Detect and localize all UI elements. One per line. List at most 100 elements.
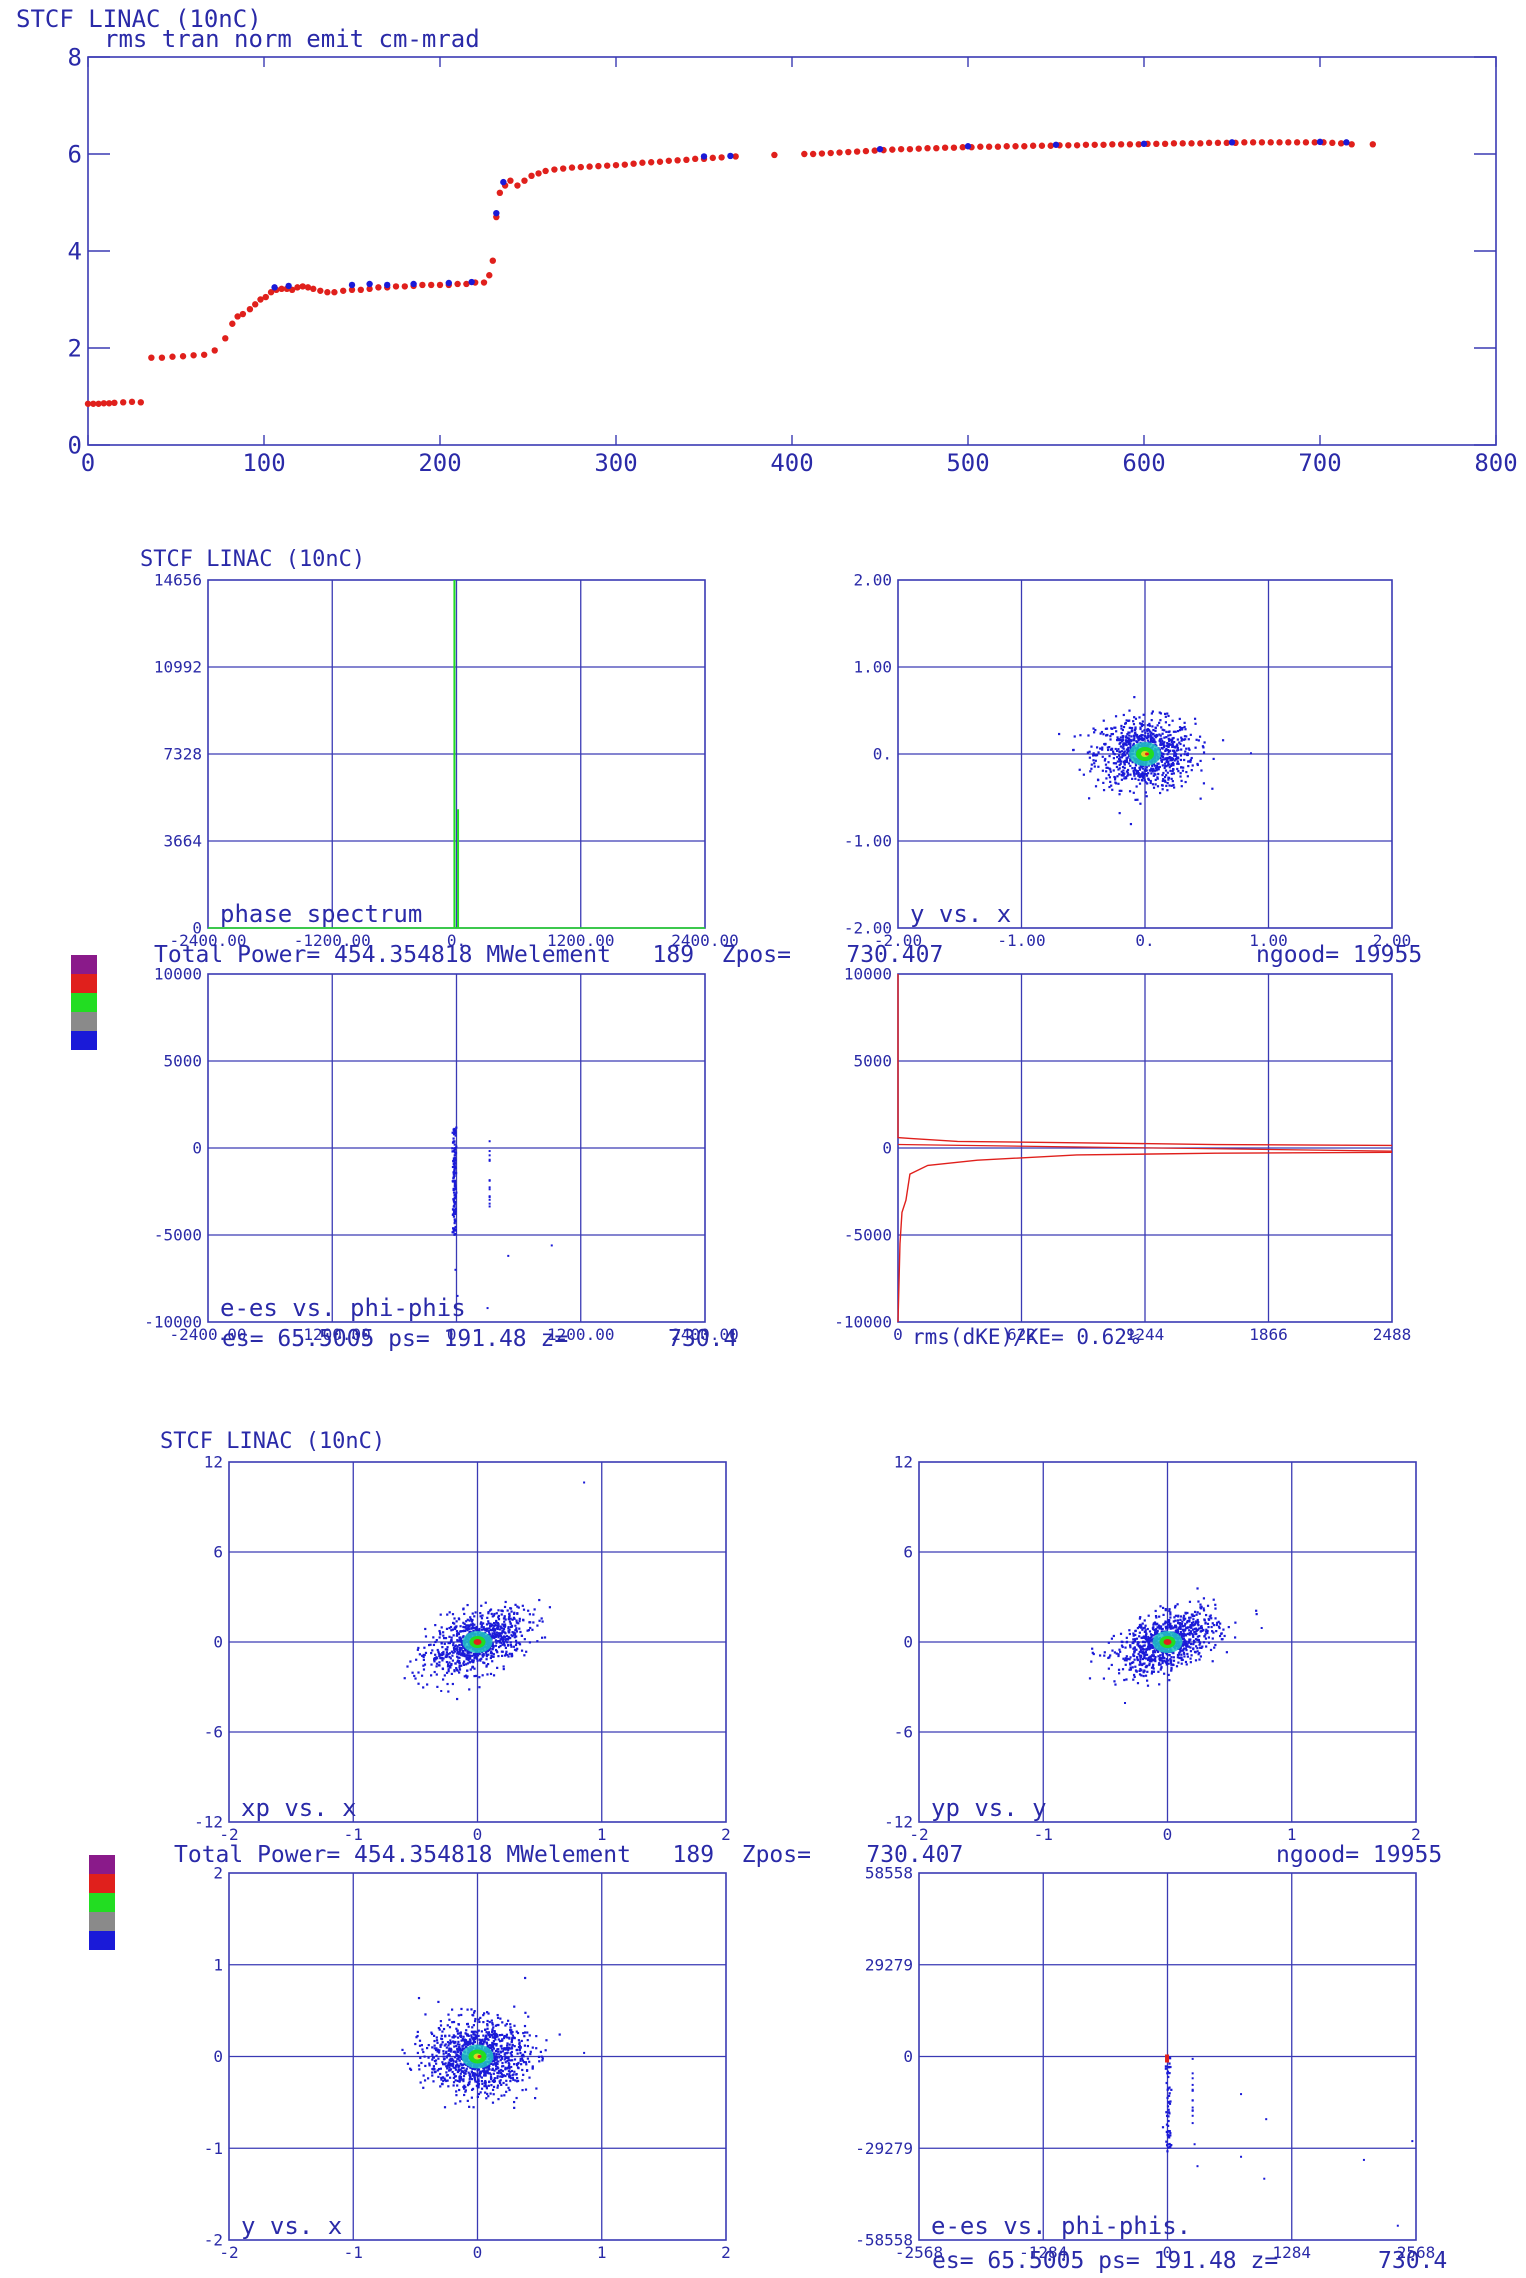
data-point [1121,735,1124,738]
data-point [1165,765,1168,768]
data-point [1167,2108,1170,2111]
data-point [1162,744,1166,747]
data-point [1122,772,1125,775]
data-point [1167,1662,1170,1665]
data-point [1153,734,1157,737]
red-point [994,143,1002,150]
data-point [1132,1638,1135,1641]
data-point [462,2085,465,2089]
data-point [1105,766,1108,769]
data-point [1106,733,1109,737]
data-point [1167,757,1170,760]
data-point [447,1652,450,1656]
data-point [1219,1622,1222,1625]
data-point [1207,1636,1211,1639]
data-point [464,1625,467,1629]
data-point [514,2079,517,2082]
data-point [437,2051,441,2054]
data-point [1163,766,1166,770]
data-point [1117,1654,1120,1658]
data-point [507,1626,510,1629]
data-point [485,2085,488,2088]
data-point [1101,748,1104,751]
data-point [544,2049,547,2052]
data-point [491,1634,494,1637]
data-point [424,2013,427,2016]
data-point [1166,1627,1169,1630]
data-point [1165,774,1168,777]
y-tick-label: 5000 [853,1052,892,1071]
data-point [439,1613,442,1616]
y-tick-label: 7328 [163,745,202,764]
data-point [1170,1668,1173,1671]
data-point [1148,1659,1152,1663]
data-point [525,2063,528,2066]
data-point [1133,737,1136,740]
data-point [1095,754,1099,757]
x-tick-label: -1200.00 [294,1325,371,1344]
data-point [1188,1633,1191,1636]
red-point [1117,141,1125,148]
data-point [1177,1627,1181,1630]
data-point [1173,1616,1176,1619]
data-point [447,1670,450,1673]
data-point [536,1640,539,1643]
data-point [1182,1617,1185,1621]
red-point [665,157,672,164]
data-point [1161,2126,1165,2129]
data-point [452,2066,455,2069]
data-point [541,2059,544,2062]
data-point [1166,712,1169,715]
data-point [1096,778,1100,781]
data-point [1194,746,1197,749]
data-point [1183,1655,1186,1658]
data-point [1161,779,1164,783]
data-point [1145,737,1149,740]
data-point [458,2043,461,2046]
data-point [528,2060,531,2063]
data-point [495,1624,498,1627]
data-point [446,1682,449,1686]
data-point [1143,1662,1146,1665]
x-tick-label: 0 [473,1825,483,1844]
x-tick-label: 200 [418,449,461,477]
data-point [460,1664,463,1667]
data-point [464,2090,467,2093]
data-point [1170,763,1173,766]
data-point [520,2063,523,2066]
data-point [456,2049,459,2052]
data-point [1181,728,1184,731]
data-point [485,2065,488,2068]
data-point [455,2060,458,2063]
data-point [452,2060,455,2063]
data-point [1134,1638,1137,1641]
data-point [1145,1664,1149,1667]
data-point [478,1658,481,1661]
data-point [1198,1658,1201,1661]
data-point [496,2013,499,2017]
data-point [508,1631,511,1634]
data-point [448,1635,451,1638]
data-point [516,1605,519,1608]
red-point [1012,143,1019,150]
legend-swatch [89,1912,115,1931]
data-point [472,2011,476,2014]
data-point [453,1185,456,1188]
data-point [1161,1656,1165,1659]
data-point [524,2011,527,2014]
data-point [442,2052,445,2055]
data-point [1165,1653,1168,1656]
data-point [433,1660,436,1663]
data-point [479,1622,482,1625]
data-point [1263,2177,1266,2180]
data-point [445,2046,448,2049]
data-point [442,1631,445,1634]
data-point [1151,725,1154,728]
data-point [523,2035,526,2038]
data-point [449,1657,452,1660]
data-point [1144,1624,1147,1627]
data-point [1154,783,1157,786]
data-point [1166,2114,1169,2118]
data-point [1090,763,1093,766]
red-point [871,147,878,154]
